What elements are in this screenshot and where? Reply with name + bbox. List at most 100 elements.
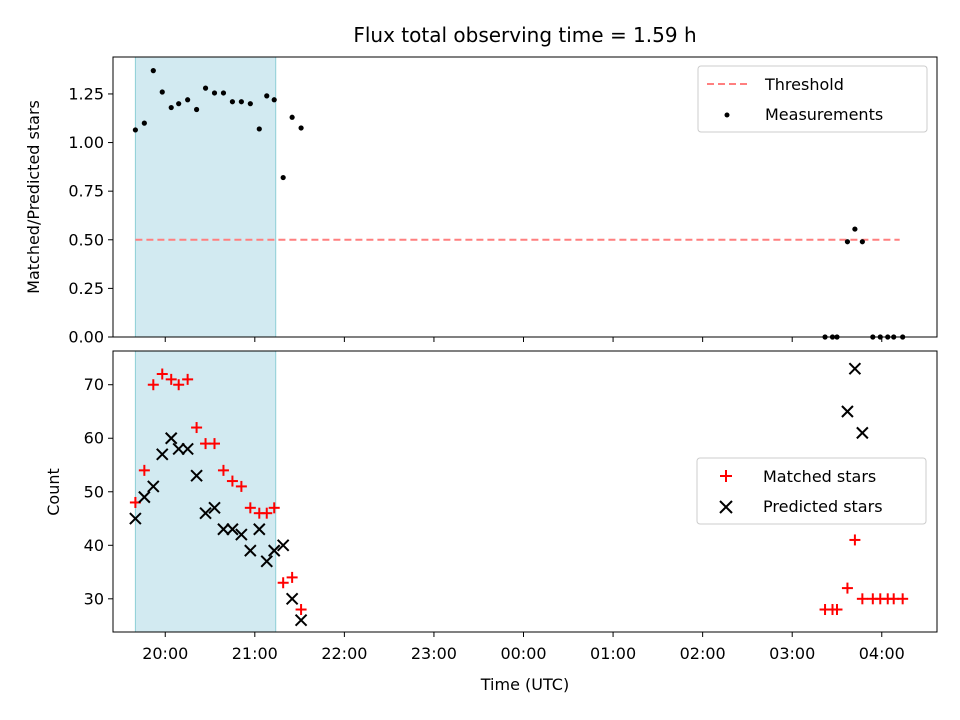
- ratio-x-ticks: [164, 337, 883, 342]
- measurement-point: [271, 97, 277, 103]
- measurement-point: [844, 239, 851, 245]
- predicted-star-point: [226, 523, 239, 536]
- count-x-ticks: 20:00 21:00 22:00 23:00 00:00 01:00 02:00 03:00…: [142, 632, 905, 663]
- matched-star-point: [295, 604, 307, 616]
- measurement-point: [859, 239, 865, 245]
- matched-star-point: [244, 502, 256, 514]
- matched-star-point: [182, 373, 194, 385]
- ratio-legend: Threshold Measurements: [697, 65, 928, 133]
- matched-star-point: [235, 480, 247, 492]
- ratio-axes: 0.00 0.25 0.50 0.75 1.00 1.25 Matched/Predict…: [24, 56, 938, 347]
- y-tick-label: 50: [84, 482, 104, 501]
- predicted-star-point: [856, 426, 869, 440]
- matched-star-point: [841, 582, 853, 594]
- y-tick-label: 70: [84, 375, 104, 394]
- matched-star-point: [138, 464, 150, 476]
- count-axes: 30 40 50 60 70 20:00 21:00 22:00 23:00 00:00 01:0…: [44, 350, 938, 694]
- legend-predicted-label: Predicted stars: [763, 497, 883, 516]
- predicted-star-point: [208, 501, 221, 515]
- legend-predicted-swatch: [719, 500, 733, 514]
- predicted-star-point: [181, 442, 194, 456]
- predicted-star-point: [172, 442, 185, 456]
- legend-matched-label: Matched stars: [763, 467, 876, 486]
- chart-title: Flux total observing time = 1.59 h: [353, 23, 696, 47]
- x-tick-label: 04:00: [859, 644, 905, 663]
- measurement-point: [238, 99, 244, 105]
- count-y-label: Count: [44, 468, 63, 516]
- matched-star-point: [226, 475, 238, 487]
- y-tick-label: 0.00: [68, 328, 104, 347]
- x-tick-label: 02:00: [680, 644, 726, 663]
- matched-star-point: [209, 438, 221, 450]
- predicted-star-point: [276, 539, 290, 552]
- matched-star-point: [277, 577, 289, 589]
- x-tick-label: 23:00: [411, 644, 457, 663]
- measurement-point: [159, 89, 165, 95]
- measurement-point: [141, 120, 147, 126]
- measurement-point: [220, 90, 227, 96]
- predicted-star-point: [199, 506, 212, 520]
- observing-span-bottom: [134, 350, 277, 633]
- measurement-point: [247, 101, 253, 107]
- y-tick-label: 30: [84, 589, 104, 608]
- measurement-point: [211, 90, 218, 96]
- ratio-y-label: Matched/Predicted stars: [24, 100, 43, 294]
- legend-measurements-label: Measurements: [765, 105, 883, 124]
- ratio-axes-frame: [112, 56, 938, 338]
- matched-star-point: [831, 604, 843, 616]
- matched-star-point: [217, 464, 229, 476]
- measurement-point: [289, 114, 295, 120]
- measurement-point: [256, 126, 262, 132]
- predicted-star-point: [138, 490, 151, 504]
- count-points: [129, 362, 909, 627]
- count-y-ticks: 30 40 50 60 70: [84, 375, 113, 608]
- y-tick-label: 1.00: [68, 133, 104, 152]
- predicted-star-point: [244, 544, 257, 557]
- predicted-star-point: [294, 614, 308, 627]
- predicted-star-point: [235, 528, 248, 541]
- measurement-point: [150, 68, 156, 74]
- predicted-star-point: [217, 523, 230, 536]
- x-tick-label: 20:00: [142, 644, 188, 663]
- x-axis-label: Time (UTC): [480, 675, 569, 694]
- measurement-point: [176, 101, 182, 107]
- y-tick-label: 1.25: [68, 84, 104, 103]
- matched-star-point: [165, 373, 177, 385]
- measurement-point: [132, 127, 138, 133]
- y-tick-label: 60: [84, 429, 104, 448]
- predicted-star-point: [841, 405, 854, 418]
- measurement-point: [185, 97, 191, 103]
- legend-threshold-label: Threshold: [764, 75, 844, 94]
- x-tick-label: 21:00: [232, 644, 278, 663]
- measurement-point: [193, 106, 200, 113]
- measurement-point: [852, 226, 858, 232]
- x-tick-label: 03:00: [769, 644, 815, 663]
- matched-star-point: [268, 502, 280, 514]
- measurement-point: [264, 93, 270, 99]
- legend-measurements-swatch: [724, 112, 730, 118]
- predicted-star-point: [848, 362, 862, 375]
- predicted-star-point: [253, 523, 266, 536]
- y-tick-label: 0.75: [68, 182, 104, 201]
- y-tick-label: 0.50: [68, 230, 104, 249]
- measurement-point: [280, 174, 286, 181]
- matched-star-point: [191, 422, 203, 434]
- ratio-y-ticks: 0.00 0.25 0.50 0.75 1.00 1.25: [68, 84, 113, 347]
- x-tick-label: 00:00: [500, 644, 546, 663]
- predicted-star-point: [268, 544, 281, 557]
- legend-matched-swatch: [720, 470, 732, 482]
- matched-star-point: [856, 593, 868, 605]
- predicted-star-point: [285, 592, 299, 606]
- count-legend-box: [696, 457, 927, 525]
- predicted-star-point: [129, 512, 142, 525]
- measurement-point: [168, 104, 174, 111]
- measurement-points: [132, 68, 906, 340]
- matched-star-point: [286, 571, 298, 583]
- predicted-star-point: [147, 480, 160, 493]
- predicted-star-point: [260, 555, 273, 568]
- count-legend: Matched stars Predicted stars: [696, 457, 927, 525]
- measurement-point: [229, 99, 236, 105]
- measurement-point: [298, 125, 304, 131]
- matched-star-point: [173, 379, 185, 391]
